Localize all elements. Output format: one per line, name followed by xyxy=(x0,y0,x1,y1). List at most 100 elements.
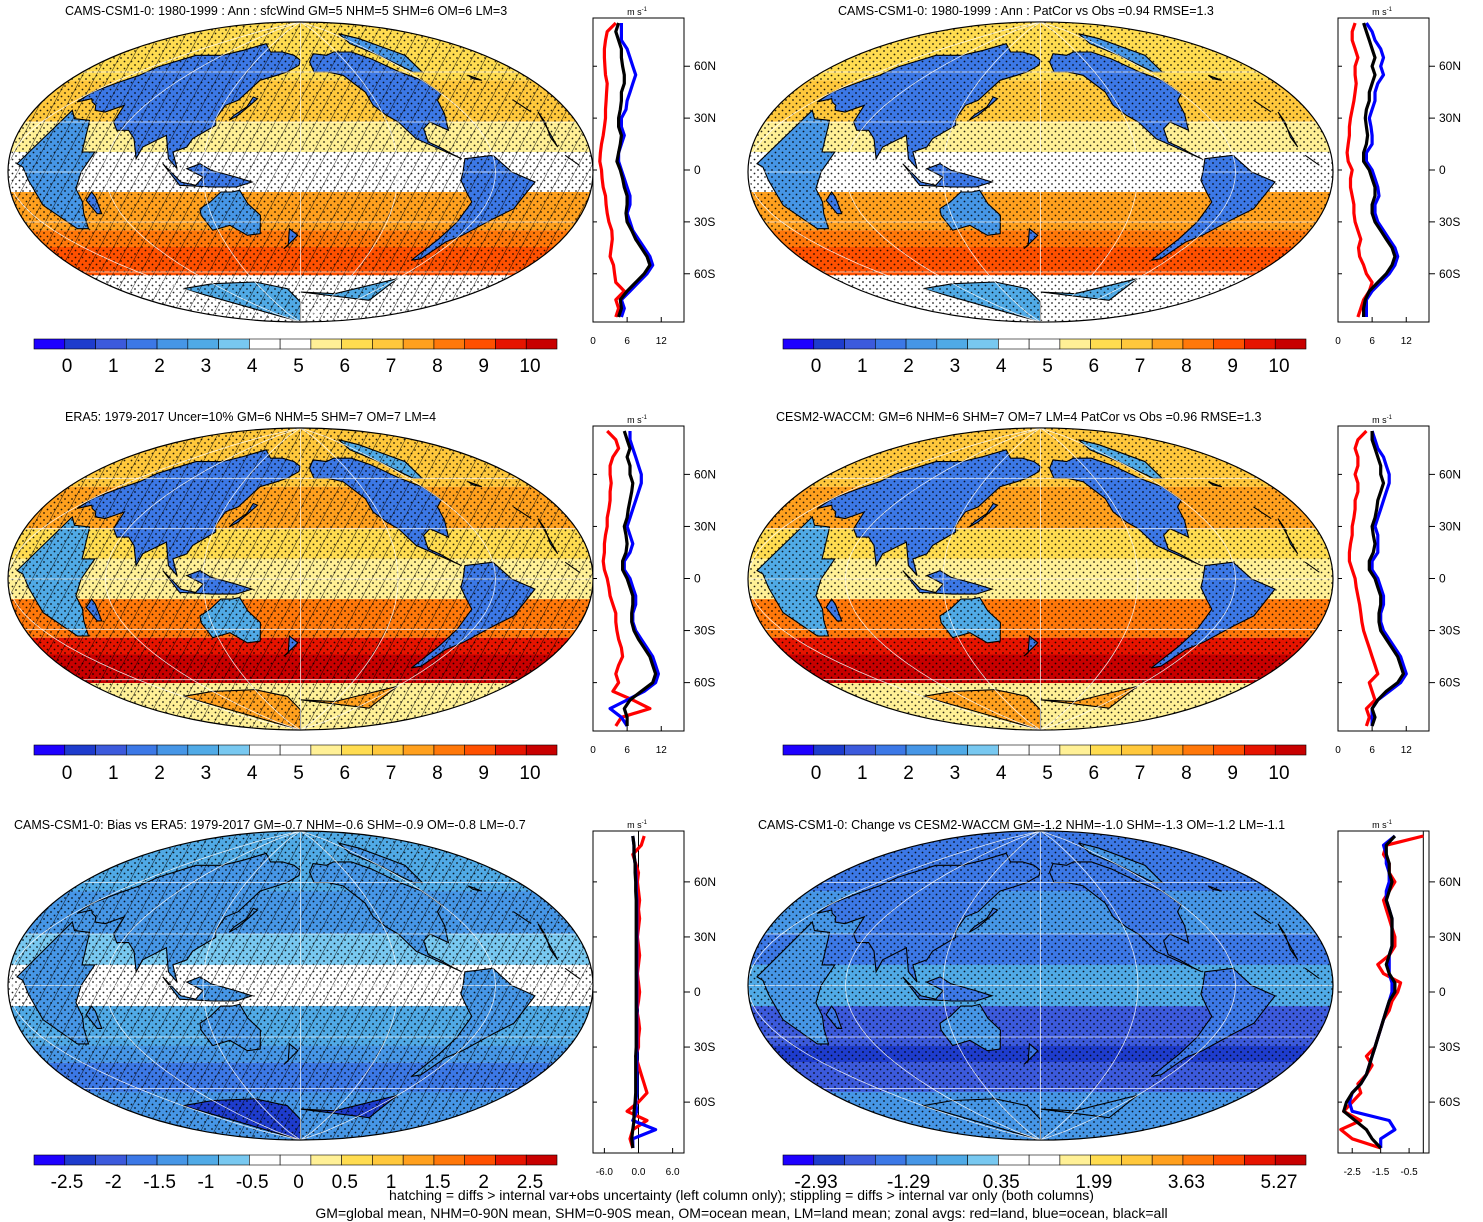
colorbar-box xyxy=(64,744,96,756)
colorbar-box xyxy=(1151,338,1184,350)
lat-label: 30S xyxy=(1439,1040,1460,1054)
map-border xyxy=(747,830,1334,1141)
graticule-meridian xyxy=(845,21,1041,323)
colorbar-label: 8 xyxy=(1181,763,1192,784)
graticule-meridian xyxy=(300,21,496,322)
panel-3: ERA5: 1979-2017 Uncer=10% GM=6 NHM=5 SHM… xyxy=(7,410,716,784)
colorbar-box xyxy=(1121,338,1153,350)
colorbar-label: -0.5 xyxy=(236,1172,269,1193)
colorbar-box xyxy=(782,1154,815,1166)
x-tick-label: 0 xyxy=(590,336,596,347)
colorbar-box xyxy=(1090,1154,1122,1166)
colorbar-box xyxy=(402,338,435,350)
panel-title: ERA5: 1979-2017 Uncer=10% GM=6 NHM=5 SHM… xyxy=(65,410,436,424)
series-line-ocean xyxy=(1347,834,1397,1148)
x-tick-label: -0.5 xyxy=(1400,1167,1418,1178)
colorbar-box xyxy=(998,744,1030,756)
colorbar: 0 1 2 3 4 5 6 7 8 9 10 xyxy=(33,338,558,377)
colorbar-box xyxy=(33,1154,66,1166)
colorbar-box xyxy=(1151,1154,1184,1166)
lat-label: 30N xyxy=(694,519,716,533)
colorbar-box xyxy=(402,1154,435,1166)
colorbar-label: 0 xyxy=(293,1172,304,1193)
colorbar-box xyxy=(187,338,219,350)
colorbar-label: 7 xyxy=(1135,763,1146,784)
colorbar-label: 8 xyxy=(432,356,443,377)
colorbar-box xyxy=(1028,744,1061,756)
colorbar-label: 0 xyxy=(62,763,73,784)
colorbar-box xyxy=(495,744,527,756)
colorbar-label: -2.93 xyxy=(794,1172,837,1193)
panel-title: CAMS-CSM1-0: Change vs CESM2-WACCM GM=-1… xyxy=(758,818,1285,832)
panel-title: CAMS-CSM1-0: 1980-1999 : Ann : sfcWind G… xyxy=(65,4,507,18)
colorbar-box xyxy=(187,744,219,756)
colorbar-box xyxy=(464,1154,496,1166)
graticule-meridian xyxy=(942,21,1041,323)
x-tick-label: 6 xyxy=(624,336,630,347)
world-map xyxy=(7,427,594,731)
graticule-meridian xyxy=(8,831,301,1140)
x-tick-label: 6 xyxy=(624,745,630,756)
lat-label: 30N xyxy=(694,930,716,944)
colorbar-label: 2 xyxy=(478,1172,489,1193)
colorbar: -2.5 -2 -1.5 -1 -0.5 0 0.5 1 1.5 2 2.5 xyxy=(33,1154,558,1193)
series-line-ocean xyxy=(1364,22,1400,317)
colorbar-label: 10 xyxy=(1268,763,1289,784)
colorbar-label: 1.99 xyxy=(1075,1172,1112,1193)
colorbar-label: 8 xyxy=(1181,356,1192,377)
colorbar-label: 4 xyxy=(996,356,1007,377)
colorbar-box xyxy=(905,1154,938,1166)
colorbar-label: 7 xyxy=(1135,356,1146,377)
colorbar-box xyxy=(279,744,312,756)
colorbar-box xyxy=(1213,744,1245,756)
colorbar-label: 6 xyxy=(1089,356,1100,377)
colorbar-label: 2 xyxy=(903,763,914,784)
x-tick-label: 6 xyxy=(1369,336,1375,347)
x-tick-label: 0 xyxy=(1335,745,1341,756)
colorbar-box xyxy=(1028,1154,1061,1166)
colorbar-box xyxy=(998,1154,1030,1166)
panel-6: CAMS-CSM1-0: Change vs CESM2-WACCM GM=-1… xyxy=(747,818,1461,1193)
footnote-line-1: hatching = diffs > internal var+obs unce… xyxy=(389,1187,1094,1203)
graticule-meridian xyxy=(105,428,301,731)
colorbar-label: 3 xyxy=(950,356,961,377)
world-map xyxy=(747,21,1334,323)
colorbar: 0 1 2 3 4 5 6 7 8 9 10 xyxy=(782,744,1307,784)
colorbar-label: 5.27 xyxy=(1261,1172,1298,1193)
graticule-meridian xyxy=(202,831,301,1140)
graticule-meridian xyxy=(1040,427,1236,731)
unit-exponent: -1 xyxy=(1387,820,1393,826)
colorbar-label: 9 xyxy=(1227,356,1238,377)
colorbar-box xyxy=(464,744,496,756)
x-tick-label: 0 xyxy=(1335,336,1341,347)
x-tick-label: -6.0 xyxy=(596,1167,614,1178)
unit-label: m s-1 xyxy=(627,820,647,830)
colorbar-label: 3 xyxy=(950,763,961,784)
colorbar-box xyxy=(1151,744,1184,756)
colorbar-label: 3 xyxy=(201,356,212,377)
lat-label: 60S xyxy=(694,1095,715,1109)
colorbar-box xyxy=(936,744,968,756)
colorbar-box xyxy=(95,744,127,756)
world-map xyxy=(7,21,594,323)
colorbar-box xyxy=(1182,1154,1215,1166)
colorbar-box xyxy=(125,1154,158,1166)
colorbar-box xyxy=(433,744,466,756)
graticule-meridian xyxy=(1040,21,1236,323)
series-line-ocean xyxy=(1370,430,1408,726)
panel-2: CAMS-CSM1-0: 1980-1999 : Ann : PatCor vs… xyxy=(747,4,1461,377)
colorbar-box xyxy=(310,338,342,350)
colorbar-label: -1.29 xyxy=(887,1172,930,1193)
colorbar-label: 1 xyxy=(857,356,868,377)
colorbar-box xyxy=(279,1154,312,1166)
zonal-plot: 60N 30N 0 30S 60S 0 6 12 m s-1 xyxy=(1335,415,1461,756)
colorbar-box xyxy=(1244,744,1276,756)
graticule-meridian xyxy=(845,427,1041,731)
colorbar-box xyxy=(967,338,999,350)
colorbar-box xyxy=(372,338,404,350)
colorbar: 0 1 2 3 4 5 6 7 8 9 10 xyxy=(33,744,558,784)
graticule-meridian xyxy=(300,831,399,1140)
graticule-meridian xyxy=(8,428,301,731)
lat-label: 60N xyxy=(1439,59,1461,73)
